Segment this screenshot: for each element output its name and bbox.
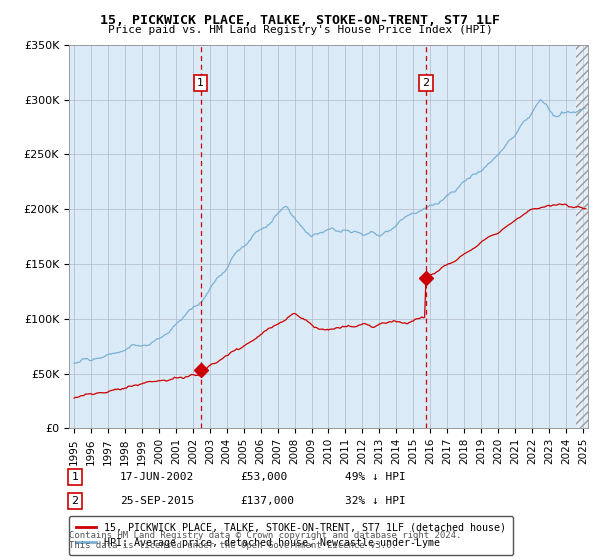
- Text: 2: 2: [422, 78, 429, 88]
- Text: 25-SEP-2015: 25-SEP-2015: [120, 496, 194, 506]
- Text: 2: 2: [71, 496, 79, 506]
- Bar: [576, 45, 588, 428]
- Text: 1: 1: [71, 472, 79, 482]
- Text: 17-JUN-2002: 17-JUN-2002: [120, 472, 194, 482]
- Text: 49% ↓ HPI: 49% ↓ HPI: [345, 472, 406, 482]
- Legend: 15, PICKWICK PLACE, TALKE, STOKE-ON-TRENT, ST7 1LF (detached house), HPI: Averag: 15, PICKWICK PLACE, TALKE, STOKE-ON-TREN…: [69, 516, 513, 555]
- Text: Contains HM Land Registry data © Crown copyright and database right 2024.
This d: Contains HM Land Registry data © Crown c…: [69, 531, 461, 550]
- Text: Price paid vs. HM Land Registry's House Price Index (HPI): Price paid vs. HM Land Registry's House …: [107, 25, 493, 35]
- Text: £137,000: £137,000: [240, 496, 294, 506]
- Bar: [576, 45, 588, 428]
- Text: 32% ↓ HPI: 32% ↓ HPI: [345, 496, 406, 506]
- Text: £53,000: £53,000: [240, 472, 287, 482]
- Text: 15, PICKWICK PLACE, TALKE, STOKE-ON-TRENT, ST7 1LF: 15, PICKWICK PLACE, TALKE, STOKE-ON-TREN…: [100, 14, 500, 27]
- Text: 1: 1: [197, 78, 204, 88]
